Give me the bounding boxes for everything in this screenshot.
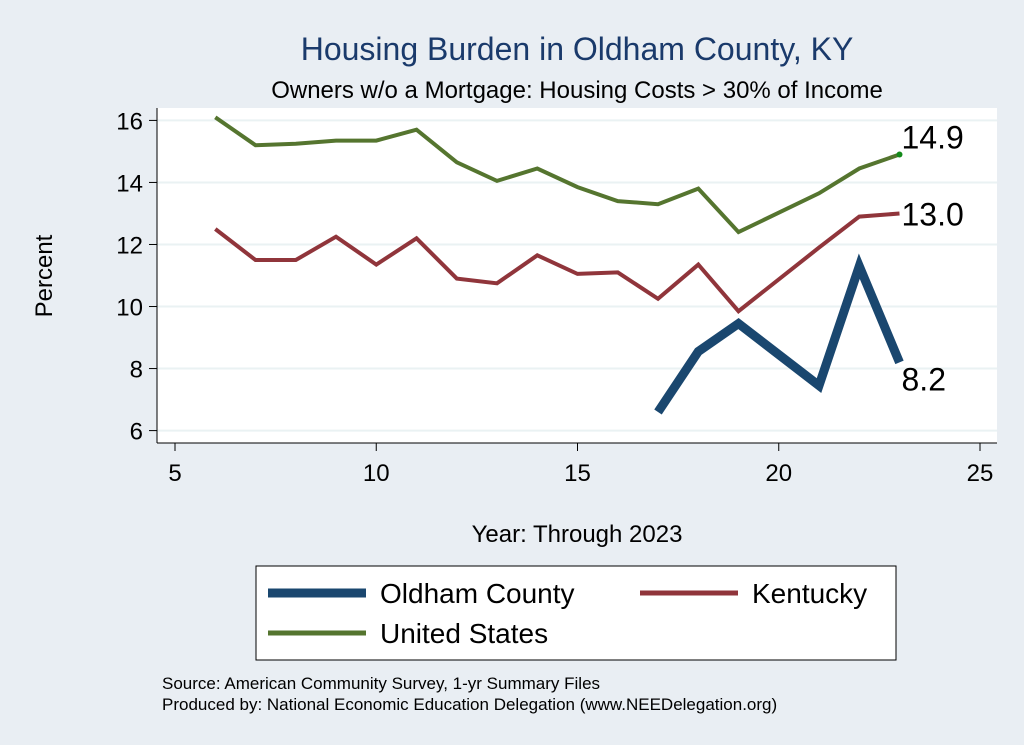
series-line-oldham-county <box>654 253 904 415</box>
series-line-united-states <box>214 115 901 235</box>
x-tick-label: 25 <box>967 460 994 487</box>
legend: Oldham County Kentucky United States <box>268 578 867 649</box>
y-tick-label: 16 <box>116 108 143 135</box>
y-tick-label: 10 <box>116 295 143 322</box>
x-axis-ticks: 5 10 15 20 25 <box>168 443 993 487</box>
y-axis-label: Percent <box>31 234 58 317</box>
legend-box <box>255 565 897 661</box>
end-label-united-states: 14.9 <box>902 120 964 156</box>
legend-label-oldham-county: Oldham County <box>380 578 575 609</box>
legend-label-united-states: United States <box>380 618 548 649</box>
end-labels: 14.9 13.0 8.2 <box>902 120 964 398</box>
x-tick-label: 20 <box>765 460 792 487</box>
source-note: Source: American Community Survey, 1-yr … <box>162 674 600 693</box>
y-tick-label: 6 <box>130 419 143 446</box>
legend-label-kentucky: Kentucky <box>752 578 867 609</box>
y-tick-label: 14 <box>116 170 143 197</box>
end-label-oldham-county: 8.2 <box>902 361 946 397</box>
x-tick-label: 10 <box>363 460 390 487</box>
y-tick-label: 12 <box>116 232 143 259</box>
series-line-kentucky <box>214 211 900 314</box>
chart-title: Housing Burden in Oldham County, KY <box>301 31 854 67</box>
x-tick-label: 15 <box>564 460 591 487</box>
gridlines <box>157 119 997 432</box>
x-axis-label: Year: Through 2023 <box>472 521 683 548</box>
series-lines <box>214 115 904 415</box>
x-tick-label: 5 <box>168 460 181 487</box>
end-marker-united-states <box>896 151 903 158</box>
y-axis-ticks: 6 8 10 12 14 16 <box>116 108 157 446</box>
end-label-kentucky: 13.0 <box>902 196 964 232</box>
chart-subtitle: Owners w/o a Mortgage: Housing Costs > 3… <box>271 77 883 104</box>
producer-note: Produced by: National Economic Education… <box>162 695 777 714</box>
y-tick-label: 8 <box>130 357 143 384</box>
